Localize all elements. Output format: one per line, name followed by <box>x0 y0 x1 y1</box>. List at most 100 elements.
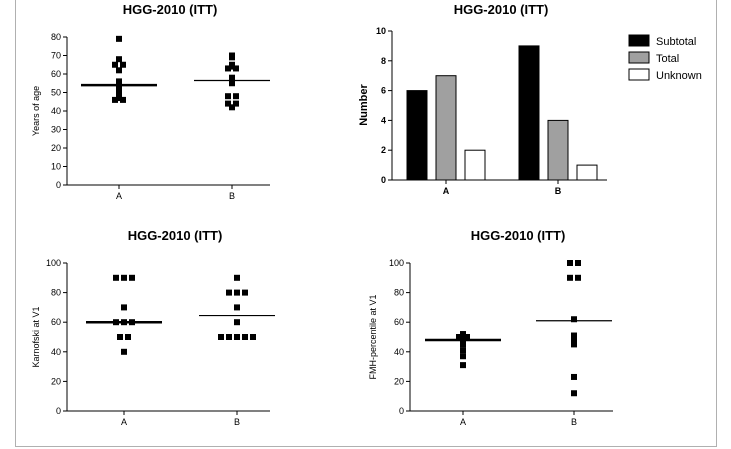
data-point <box>226 334 232 340</box>
y-tick-label: 40 <box>51 106 61 116</box>
data-point <box>112 61 118 68</box>
data-point <box>234 319 240 326</box>
data-point <box>116 95 122 102</box>
data-point <box>225 100 231 107</box>
data-point <box>571 373 577 380</box>
y-tick-label: 10 <box>51 162 61 172</box>
data-point <box>234 334 240 340</box>
data-point <box>116 67 122 74</box>
data-point <box>571 341 577 348</box>
data-point <box>120 96 126 103</box>
data-point <box>218 334 224 340</box>
chart-title: HGG-2010 (ITT) <box>454 2 549 17</box>
panel-age: HGG-2010 (ITT) 0 10 20 30 40 50 60 70 80 A B Years… <box>31 2 270 201</box>
y-tick-label: 60 <box>51 69 61 79</box>
y-tick-label: 8 <box>381 56 386 66</box>
legend-swatch <box>628 51 650 64</box>
y-axis-label: FMH-percentile at V1 <box>368 294 378 379</box>
legend: Subtotal Total Unknown <box>628 34 702 82</box>
panel-karnofski: HGG-2010 (ITT) 0 20 40 60 80 100 A B Karnofski … <box>31 228 275 427</box>
y-tick-label: 20 <box>51 376 61 386</box>
data-point <box>575 274 581 281</box>
data-point <box>125 334 131 340</box>
y-tick-label: 40 <box>394 347 404 357</box>
panel-fmh: HGG-2010 (ITT) 0 20 40 60 80 100 A B FMH-percen… <box>368 228 613 427</box>
y-tick-label: 50 <box>51 88 61 98</box>
bar <box>576 164 598 181</box>
bar <box>547 119 569 181</box>
axes: 0 2 4 6 8 10 A B <box>376 26 607 196</box>
axes: 0 20 40 60 80 100 A B <box>46 258 270 427</box>
bar <box>518 45 540 181</box>
data-point <box>242 289 248 296</box>
data-point <box>129 274 135 281</box>
data-point <box>234 289 240 296</box>
y-tick-label: 70 <box>51 51 61 61</box>
data-point <box>233 100 239 107</box>
figure-frame <box>15 0 717 447</box>
data-point <box>117 334 123 340</box>
y-axis-label: Years of age <box>31 86 41 136</box>
data-point <box>464 334 470 340</box>
data-point <box>571 316 577 323</box>
bar <box>464 149 486 181</box>
data-point <box>121 274 127 281</box>
data-point <box>116 85 122 92</box>
data-point <box>460 347 466 354</box>
y-tick-label: 100 <box>46 258 61 268</box>
y-tick-label: 60 <box>51 317 61 327</box>
y-tick-label: 6 <box>381 86 386 96</box>
data-point <box>116 80 122 87</box>
y-tick-label: 40 <box>51 347 61 357</box>
data-point <box>121 304 127 311</box>
data-point <box>121 348 127 355</box>
data-point <box>226 289 232 296</box>
chart-title: HGG-2010 (ITT) <box>471 228 566 243</box>
x-tick-label: B <box>234 417 240 427</box>
data-point <box>242 334 248 340</box>
panel-number: HGG-2010 (ITT) 0 2 4 6 8 10 A B Number Subtotal… <box>358 2 702 196</box>
y-tick-label: 20 <box>394 376 404 386</box>
data-point <box>229 104 235 111</box>
y-tick-label: 60 <box>394 317 404 327</box>
data-point <box>460 353 466 360</box>
x-tick-label: B <box>229 191 235 201</box>
data-point <box>229 80 235 87</box>
legend-label: Total <box>656 53 679 65</box>
axes: 0 20 40 60 80 100 A B <box>389 258 613 427</box>
x-tick-label: A <box>460 417 466 427</box>
data-point <box>567 260 573 266</box>
chart-title: HGG-2010 (ITT) <box>123 2 218 17</box>
data-point <box>456 334 462 340</box>
marks <box>425 260 612 397</box>
y-tick-label: 20 <box>51 143 61 153</box>
legend-label: Subtotal <box>656 36 696 48</box>
x-tick-label: A <box>443 186 450 196</box>
data-point <box>229 74 235 81</box>
y-tick-label: 30 <box>51 125 61 135</box>
y-tick-label: 10 <box>376 26 386 36</box>
y-tick-label: 0 <box>399 406 404 416</box>
data-point <box>112 96 118 103</box>
data-point <box>460 362 466 369</box>
y-tick-label: 0 <box>56 406 61 416</box>
y-tick-label: 80 <box>394 288 404 298</box>
data-point <box>116 56 122 63</box>
y-tick-label: 0 <box>381 175 386 185</box>
legend-label: Unknown <box>656 70 702 82</box>
legend-swatch <box>628 34 650 47</box>
axes: 0 10 20 30 40 50 60 70 80 A B <box>51 32 270 201</box>
chart-title: HGG-2010 (ITT) <box>128 228 223 243</box>
data-point <box>233 93 239 100</box>
y-tick-label: 0 <box>56 180 61 190</box>
data-point <box>225 93 231 100</box>
data-point <box>571 334 577 340</box>
data-point <box>234 274 240 281</box>
bar <box>406 90 428 181</box>
x-tick-label: A <box>116 191 122 201</box>
data-point <box>116 35 122 42</box>
data-point <box>120 61 126 68</box>
x-tick-label: B <box>571 417 577 427</box>
data-point <box>234 304 240 311</box>
